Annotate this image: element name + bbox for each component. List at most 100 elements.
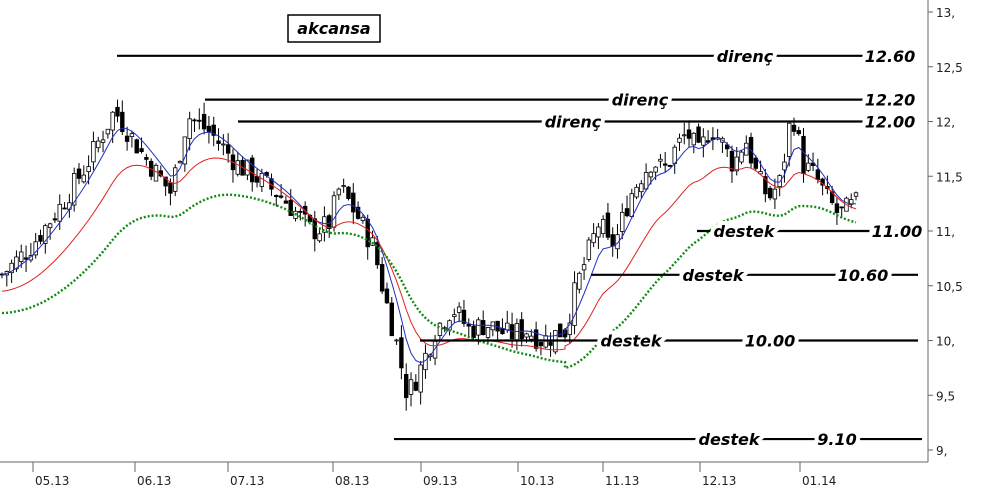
candle-body	[485, 327, 491, 338]
candle-body	[375, 241, 380, 266]
candle-body	[91, 141, 96, 163]
candle-body	[177, 160, 183, 164]
candle-body	[853, 192, 859, 197]
candle-body	[643, 172, 649, 190]
candle-body	[466, 323, 471, 327]
candle-body	[235, 160, 240, 175]
x-tick-label: 10.13	[520, 474, 554, 488]
candle-body	[153, 164, 159, 182]
level-value: 12.20	[865, 91, 916, 110]
candle-body	[351, 192, 356, 213]
candle-body	[620, 211, 625, 232]
candle-body	[274, 194, 279, 198]
candle-body	[120, 111, 125, 132]
candle-body	[624, 208, 630, 217]
y-tick-label: 13,	[936, 6, 955, 20]
candle-body	[739, 151, 744, 163]
candle-body	[452, 314, 457, 317]
candle-body	[19, 251, 24, 262]
candle-body	[787, 122, 792, 157]
candle-body	[76, 168, 82, 179]
candle-body	[461, 309, 467, 324]
candle-body	[524, 333, 529, 338]
level-value: 10.00	[745, 332, 796, 351]
level-label: destek	[714, 222, 776, 241]
candle-body	[596, 226, 601, 238]
candle-body	[567, 322, 572, 336]
candle-body	[801, 135, 806, 174]
candle-body	[581, 264, 587, 271]
candle-body	[71, 173, 77, 206]
x-axis-ticks: 05.13 06.13 07.13 08.13 09.13 10.13 11.13 12.13…	[32, 462, 836, 488]
candle-body	[47, 223, 53, 229]
candle-body	[682, 134, 687, 137]
candle-body	[283, 200, 289, 204]
y-tick-label: 11,	[936, 225, 955, 239]
level-label: destek	[601, 332, 663, 351]
candle-body	[211, 124, 216, 136]
candle-body	[331, 195, 337, 228]
candle-body	[849, 199, 854, 205]
moving-average-line	[1, 157, 857, 351]
candles	[0, 99, 859, 411]
candle-body	[100, 139, 106, 143]
support-resistance-levels: direnç 12.60 direnç 12.20 direnç 12.00 destek 1…	[117, 43, 926, 453]
candle-body	[744, 142, 749, 156]
candle-body	[336, 188, 342, 196]
candle-body	[658, 158, 663, 162]
y-tick-label: 11,5	[936, 170, 963, 184]
candle-body	[105, 128, 111, 135]
candle-body	[672, 146, 677, 164]
candle-body	[173, 167, 178, 192]
candle-body	[38, 235, 43, 242]
candle-body	[399, 337, 404, 369]
chart-title: akcansa	[297, 19, 370, 38]
candle-body	[763, 176, 768, 195]
candle-body	[548, 341, 553, 346]
candle-body	[629, 193, 634, 217]
candle-body	[538, 342, 544, 347]
candle-body	[163, 176, 168, 187]
candle-body	[653, 166, 658, 173]
candle-body	[370, 237, 375, 246]
candle-body	[129, 133, 135, 138]
x-tick-label: 12.13	[702, 474, 736, 488]
candle-body	[767, 187, 773, 199]
candle-body	[144, 157, 149, 160]
candle-body	[476, 319, 481, 336]
candle-body	[724, 144, 730, 150]
y-tick-label: 9,5	[936, 389, 955, 403]
candle-body	[115, 106, 120, 117]
y-tick-label: 10,	[936, 335, 955, 349]
candle-body	[139, 148, 144, 152]
candle-body	[815, 169, 821, 180]
candle-body	[394, 339, 399, 342]
candle-body	[834, 203, 840, 213]
candle-body	[254, 176, 260, 183]
candle-body	[168, 182, 173, 194]
candle-body	[404, 373, 409, 399]
candle-body	[734, 156, 739, 172]
candle-body	[791, 124, 797, 132]
candle-body	[110, 111, 115, 131]
candle-body	[33, 241, 38, 256]
level-value: 11.00	[872, 222, 923, 241]
candle-body	[379, 264, 385, 292]
candle-body	[615, 234, 620, 250]
candle-body	[456, 306, 462, 313]
candle-body	[346, 186, 351, 199]
candle-body	[52, 218, 58, 221]
candle-body	[605, 212, 611, 238]
candle-body	[648, 171, 654, 178]
candle-body	[9, 262, 14, 274]
x-tick-label: 07.13	[230, 474, 264, 488]
candle-body	[86, 166, 91, 172]
level-value: 10.60	[838, 266, 889, 285]
candle-body	[221, 143, 226, 146]
candle-body	[124, 135, 130, 142]
x-tick-label: 08.13	[335, 474, 369, 488]
candle-body	[701, 136, 706, 146]
y-tick-label: 10,5	[936, 280, 963, 294]
level-label: destek	[699, 430, 761, 449]
candle-body	[639, 183, 644, 193]
